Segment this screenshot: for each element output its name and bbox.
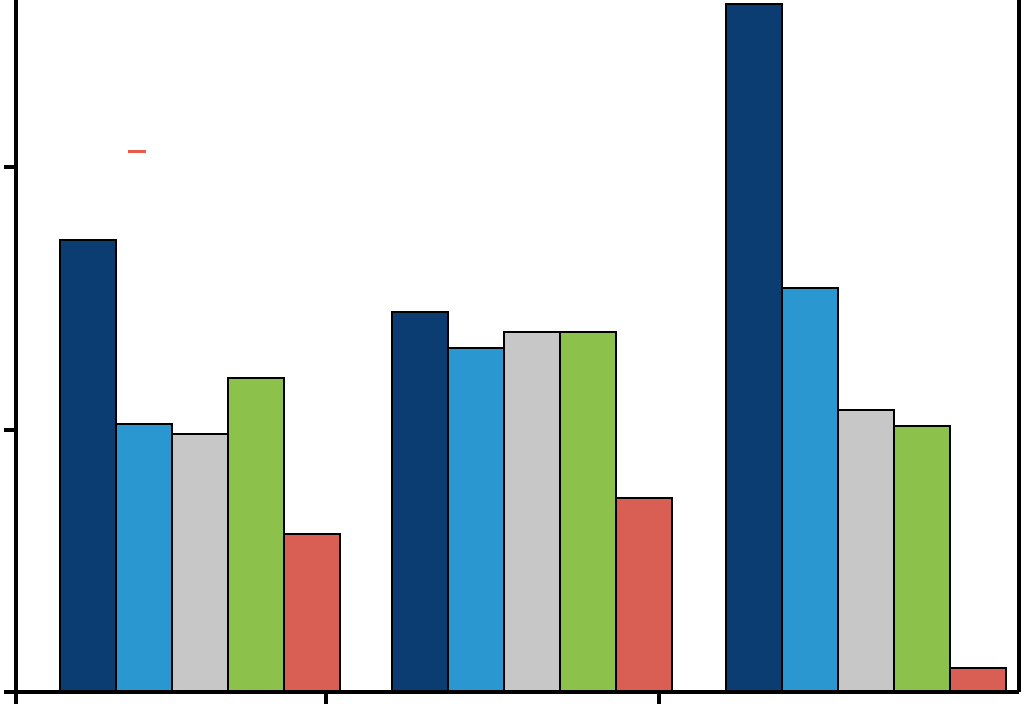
bar-g0-s2 (172, 434, 228, 692)
bar-g1-s1 (448, 348, 504, 692)
bar-g1-s0 (392, 312, 448, 692)
bar-g1-s3 (560, 332, 616, 692)
bar-g1-s2 (504, 332, 560, 692)
bar-g2-s1 (782, 288, 838, 692)
bar-g2-s4 (950, 668, 1006, 692)
bar-g2-s2 (838, 410, 894, 692)
grouped-bar-chart (0, 0, 1024, 707)
bar-g0-s3 (228, 378, 284, 692)
bar-g0-s4 (284, 534, 340, 692)
bar-g1-s4 (616, 498, 672, 692)
bar-g0-s1 (116, 424, 172, 692)
bar-g2-s0 (726, 4, 782, 692)
bar-g0-s0 (60, 240, 116, 692)
bar-g2-s3 (894, 426, 950, 692)
mark-0 (128, 150, 146, 153)
